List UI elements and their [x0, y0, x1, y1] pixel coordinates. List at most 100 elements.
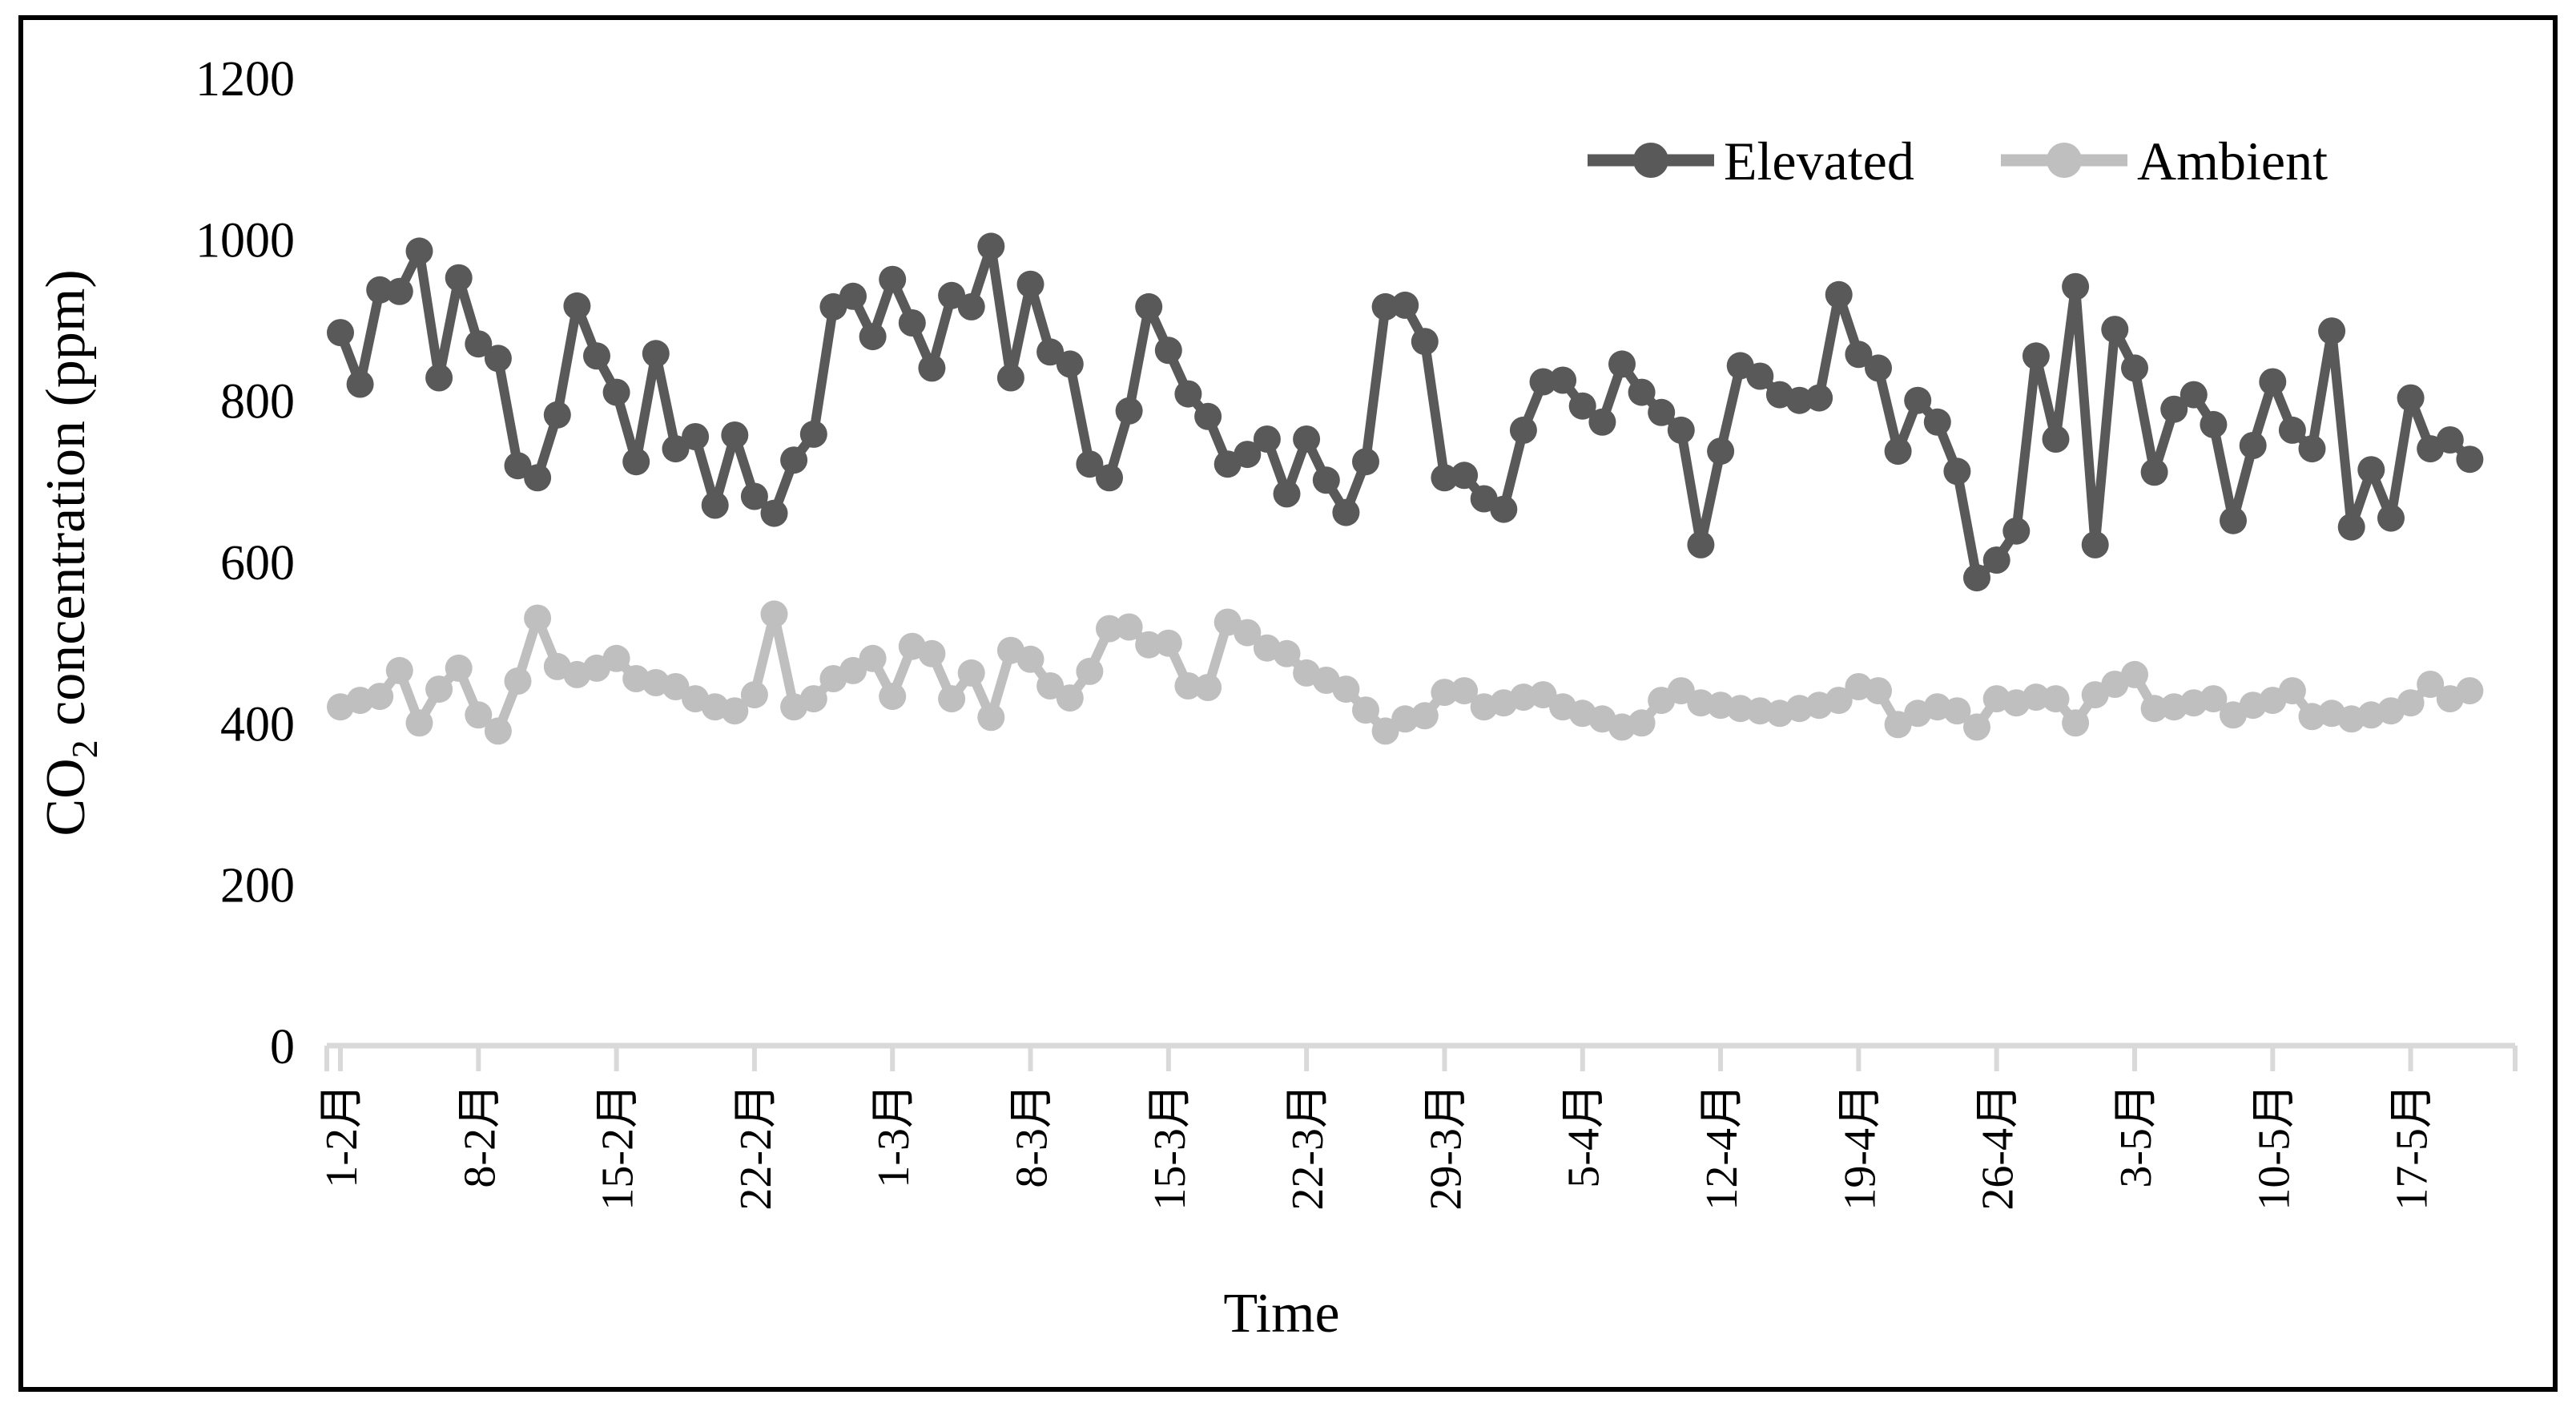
- elevated-point: [2180, 381, 2208, 409]
- ambient-point: [385, 656, 413, 684]
- elevated-point: [2022, 342, 2050, 370]
- elevated-point: [799, 420, 827, 448]
- x-axis-title: Time: [1223, 1283, 1339, 1345]
- elevated-point: [740, 482, 768, 510]
- elevated-point: [2337, 513, 2365, 541]
- y-axis-title: CO2 concentration (ppm): [35, 269, 105, 836]
- elevated-series: [327, 232, 2484, 592]
- ambient-point: [1234, 619, 1262, 647]
- elevated-point: [879, 265, 907, 293]
- elevated-point: [2239, 432, 2267, 459]
- elevated-point: [622, 448, 650, 476]
- elevated-point: [2298, 435, 2326, 463]
- elevated-point: [760, 499, 788, 527]
- elevated-point: [484, 345, 512, 373]
- elevated-point: [346, 370, 374, 398]
- elevated-point: [2042, 425, 2070, 453]
- elevated-point: [1016, 270, 1044, 298]
- figure-border: [18, 15, 2558, 1392]
- ambient-point: [1529, 681, 1557, 709]
- elevated-point: [1096, 464, 1123, 492]
- elevated-point: [465, 330, 493, 358]
- y-tick-label: 600: [220, 536, 295, 591]
- ambient-point: [1194, 674, 1222, 701]
- ambient-point: [1174, 672, 1202, 699]
- ambient-point: [366, 683, 394, 711]
- elevated-point: [701, 491, 729, 519]
- x-tick-label: 10-5月: [2249, 1083, 2299, 1211]
- elevated-point: [366, 276, 394, 304]
- elevated-point: [2456, 445, 2484, 474]
- ambient-point: [1154, 629, 1182, 657]
- ambient-point: [405, 709, 433, 737]
- ambient-point: [445, 654, 473, 682]
- y-tick-label: 0: [270, 1020, 295, 1074]
- x-tick-label: 26-4月: [1974, 1083, 2023, 1211]
- ambient-point: [799, 685, 827, 713]
- elevated-point: [1865, 354, 1892, 382]
- ambient-point: [839, 656, 867, 684]
- elevated-point: [2436, 426, 2464, 454]
- elevated-point: [1805, 384, 1833, 412]
- elevated-point: [1707, 437, 1735, 466]
- x-tick-label: 8-2月: [455, 1083, 505, 1188]
- ambient-point: [1076, 657, 1104, 685]
- ambient-point: [2022, 683, 2050, 712]
- ambient-point: [1115, 613, 1143, 641]
- elevated-point: [1568, 392, 1596, 420]
- elevated-point: [1982, 546, 2010, 574]
- elevated-point: [583, 342, 610, 370]
- elevated-point: [504, 452, 532, 480]
- y-tick-label: 400: [220, 697, 295, 752]
- ambient-point: [2140, 695, 2168, 723]
- elevated-point: [2357, 456, 2385, 484]
- elevated-point: [642, 340, 670, 368]
- ambient-point: [524, 604, 552, 632]
- elevated-point: [2318, 317, 2346, 345]
- elevated-point: [543, 401, 571, 429]
- elevated-point: [1845, 341, 1873, 369]
- ambient-point: [1352, 696, 1379, 724]
- legend-item-ambient: Ambient: [2001, 131, 2328, 191]
- ambient-point: [760, 600, 788, 628]
- elevated-point: [1963, 564, 1990, 592]
- elevated-point: [2160, 395, 2188, 423]
- elevated-point: [1154, 337, 1182, 365]
- ambient-point: [918, 639, 946, 667]
- elevated-point: [2397, 384, 2425, 412]
- x-tick-label: 17-5月: [2388, 1083, 2437, 1211]
- legend-label-elevated: Elevated: [1724, 131, 1914, 191]
- elevated-point: [1253, 425, 1281, 453]
- x-axis-tick-labels: 1-2月 8-2月 15-2月 22-2月 1-3月 8-3月 15-3月 22-3月 29-3…: [317, 1083, 2437, 1211]
- elevated-point: [563, 292, 591, 320]
- y-axis-tick-labels: 0 200 400 600 800 1000 1200: [195, 52, 295, 1074]
- elevated-point: [1194, 402, 1222, 430]
- elevated-point: [1391, 291, 1419, 319]
- ambient-series: [327, 600, 2484, 745]
- ambient-point: [2456, 677, 2484, 705]
- elevated-point: [839, 282, 867, 310]
- elevated-marker-icon: [1633, 143, 1668, 178]
- ambient-point: [1056, 684, 1084, 712]
- elevated-point: [1943, 458, 1971, 486]
- legend-label-ambient: Ambient: [2137, 131, 2328, 191]
- ambient-point: [1884, 711, 1912, 739]
- elevated-point: [780, 446, 808, 474]
- elevated-point: [1490, 495, 1518, 523]
- x-tick-label: 8-3月: [1008, 1083, 1057, 1188]
- ambient-point: [465, 701, 493, 729]
- elevated-point: [2278, 416, 2306, 444]
- elevated-point: [1115, 397, 1143, 425]
- ambient-point: [1096, 615, 1123, 643]
- ambient-point: [1036, 672, 1065, 699]
- elevated-point: [682, 423, 710, 450]
- elevated-point: [1036, 338, 1065, 366]
- elevated-point: [405, 237, 433, 265]
- elevated-point: [1904, 386, 1932, 414]
- elevated-point: [1825, 280, 1853, 308]
- elevated-point: [1332, 498, 1360, 526]
- elevated-point: [327, 319, 354, 347]
- ambient-point: [879, 683, 907, 711]
